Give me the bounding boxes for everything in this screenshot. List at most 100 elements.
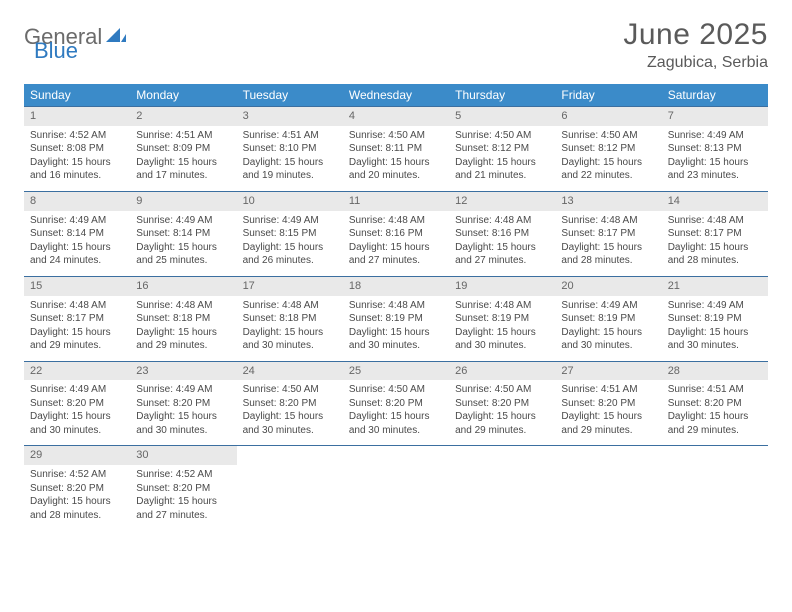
day-body: Sunrise: 4:51 AMSunset: 8:09 PMDaylight:… — [130, 126, 236, 191]
day-number: 18 — [343, 277, 449, 296]
day-body: Sunrise: 4:51 AMSunset: 8:20 PMDaylight:… — [662, 380, 768, 445]
day-body: Sunrise: 4:48 AMSunset: 8:18 PMDaylight:… — [130, 296, 236, 361]
day-number: 7 — [662, 107, 768, 126]
day-body: Sunrise: 4:49 AMSunset: 8:20 PMDaylight:… — [130, 380, 236, 445]
calendar-cell: 17Sunrise: 4:48 AMSunset: 8:18 PMDayligh… — [237, 276, 343, 361]
day-number: 15 — [24, 277, 130, 296]
location: Zagubica, Serbia — [623, 54, 768, 72]
calendar-cell: 26Sunrise: 4:50 AMSunset: 8:20 PMDayligh… — [449, 361, 555, 446]
calendar-cell: 12Sunrise: 4:48 AMSunset: 8:16 PMDayligh… — [449, 191, 555, 276]
calendar-cell: 5Sunrise: 4:50 AMSunset: 8:12 PMDaylight… — [449, 107, 555, 192]
calendar-cell: 7Sunrise: 4:49 AMSunset: 8:13 PMDaylight… — [662, 107, 768, 192]
calendar-cell: 22Sunrise: 4:49 AMSunset: 8:20 PMDayligh… — [24, 361, 130, 446]
day-number: 28 — [662, 362, 768, 381]
logo-sail-icon — [106, 26, 126, 49]
day-number: 2 — [130, 107, 236, 126]
day-body: Sunrise: 4:51 AMSunset: 8:20 PMDaylight:… — [555, 380, 661, 445]
day-body: Sunrise: 4:49 AMSunset: 8:19 PMDaylight:… — [555, 296, 661, 361]
calendar-cell: 24Sunrise: 4:50 AMSunset: 8:20 PMDayligh… — [237, 361, 343, 446]
calendar-cell: .. — [555, 446, 661, 530]
day-number: 10 — [237, 192, 343, 211]
calendar-cell: .. — [449, 446, 555, 530]
calendar-cell: 3Sunrise: 4:51 AMSunset: 8:10 PMDaylight… — [237, 107, 343, 192]
day-number: 25 — [343, 362, 449, 381]
day-number: 14 — [662, 192, 768, 211]
weekday-header: Thursday — [449, 84, 555, 107]
day-body: Sunrise: 4:48 AMSunset: 8:17 PMDaylight:… — [555, 211, 661, 276]
calendar-cell: 2Sunrise: 4:51 AMSunset: 8:09 PMDaylight… — [130, 107, 236, 192]
day-body: Sunrise: 4:50 AMSunset: 8:11 PMDaylight:… — [343, 126, 449, 191]
day-body: Sunrise: 4:48 AMSunset: 8:16 PMDaylight:… — [449, 211, 555, 276]
calendar-cell: 18Sunrise: 4:48 AMSunset: 8:19 PMDayligh… — [343, 276, 449, 361]
weekday-header: Monday — [130, 84, 236, 107]
day-number: 22 — [24, 362, 130, 381]
calendar-row: 29Sunrise: 4:52 AMSunset: 8:20 PMDayligh… — [24, 446, 768, 530]
logo-blue-wrap: Blue — [34, 38, 78, 64]
day-body: Sunrise: 4:49 AMSunset: 8:19 PMDaylight:… — [662, 296, 768, 361]
calendar-cell: 27Sunrise: 4:51 AMSunset: 8:20 PMDayligh… — [555, 361, 661, 446]
day-number: 30 — [130, 446, 236, 465]
day-number: 6 — [555, 107, 661, 126]
day-body: Sunrise: 4:49 AMSunset: 8:15 PMDaylight:… — [237, 211, 343, 276]
day-number: 3 — [237, 107, 343, 126]
weekday-header: Tuesday — [237, 84, 343, 107]
weekday-header: Wednesday — [343, 84, 449, 107]
weekday-header: Sunday — [24, 84, 130, 107]
calendar-cell: 1Sunrise: 4:52 AMSunset: 8:08 PMDaylight… — [24, 107, 130, 192]
day-number: 23 — [130, 362, 236, 381]
calendar-cell: 30Sunrise: 4:52 AMSunset: 8:20 PMDayligh… — [130, 446, 236, 530]
day-number: 16 — [130, 277, 236, 296]
calendar-cell: 16Sunrise: 4:48 AMSunset: 8:18 PMDayligh… — [130, 276, 236, 361]
month-title: June 2025 — [623, 18, 768, 52]
day-number: 11 — [343, 192, 449, 211]
calendar-row: 1Sunrise: 4:52 AMSunset: 8:08 PMDaylight… — [24, 107, 768, 192]
day-number: 19 — [449, 277, 555, 296]
logo-text-blue: Blue — [34, 38, 78, 63]
calendar-cell: 28Sunrise: 4:51 AMSunset: 8:20 PMDayligh… — [662, 361, 768, 446]
day-number: 4 — [343, 107, 449, 126]
calendar-cell: 9Sunrise: 4:49 AMSunset: 8:14 PMDaylight… — [130, 191, 236, 276]
day-body: Sunrise: 4:50 AMSunset: 8:20 PMDaylight:… — [343, 380, 449, 445]
calendar-cell: .. — [237, 446, 343, 530]
calendar-cell: 20Sunrise: 4:49 AMSunset: 8:19 PMDayligh… — [555, 276, 661, 361]
day-number: 5 — [449, 107, 555, 126]
day-number: 8 — [24, 192, 130, 211]
calendar-cell: 11Sunrise: 4:48 AMSunset: 8:16 PMDayligh… — [343, 191, 449, 276]
calendar-cell: 19Sunrise: 4:48 AMSunset: 8:19 PMDayligh… — [449, 276, 555, 361]
day-body: Sunrise: 4:49 AMSunset: 8:14 PMDaylight:… — [24, 211, 130, 276]
day-body: Sunrise: 4:48 AMSunset: 8:19 PMDaylight:… — [343, 296, 449, 361]
day-body: Sunrise: 4:50 AMSunset: 8:12 PMDaylight:… — [449, 126, 555, 191]
day-body: Sunrise: 4:50 AMSunset: 8:20 PMDaylight:… — [237, 380, 343, 445]
day-body: Sunrise: 4:52 AMSunset: 8:08 PMDaylight:… — [24, 126, 130, 191]
day-body: Sunrise: 4:50 AMSunset: 8:20 PMDaylight:… — [449, 380, 555, 445]
day-number: 26 — [449, 362, 555, 381]
calendar-row: 8Sunrise: 4:49 AMSunset: 8:14 PMDaylight… — [24, 191, 768, 276]
weekday-header: Friday — [555, 84, 661, 107]
day-number: 1 — [24, 107, 130, 126]
calendar-cell: 25Sunrise: 4:50 AMSunset: 8:20 PMDayligh… — [343, 361, 449, 446]
header: General June 2025 Zagubica, Serbia — [24, 18, 768, 72]
day-number: 13 — [555, 192, 661, 211]
calendar-cell: 29Sunrise: 4:52 AMSunset: 8:20 PMDayligh… — [24, 446, 130, 530]
title-block: June 2025 Zagubica, Serbia — [623, 18, 768, 72]
day-body: Sunrise: 4:48 AMSunset: 8:17 PMDaylight:… — [662, 211, 768, 276]
calendar-cell: 21Sunrise: 4:49 AMSunset: 8:19 PMDayligh… — [662, 276, 768, 361]
calendar-cell: 15Sunrise: 4:48 AMSunset: 8:17 PMDayligh… — [24, 276, 130, 361]
day-number: 20 — [555, 277, 661, 296]
day-body: Sunrise: 4:48 AMSunset: 8:16 PMDaylight:… — [343, 211, 449, 276]
day-body: Sunrise: 4:48 AMSunset: 8:18 PMDaylight:… — [237, 296, 343, 361]
calendar-table: SundayMondayTuesdayWednesdayThursdayFrid… — [24, 84, 768, 530]
calendar-cell: .. — [343, 446, 449, 530]
calendar-cell: 6Sunrise: 4:50 AMSunset: 8:12 PMDaylight… — [555, 107, 661, 192]
day-body: Sunrise: 4:51 AMSunset: 8:10 PMDaylight:… — [237, 126, 343, 191]
calendar-head: SundayMondayTuesdayWednesdayThursdayFrid… — [24, 84, 768, 107]
calendar-cell: 23Sunrise: 4:49 AMSunset: 8:20 PMDayligh… — [130, 361, 236, 446]
day-body: Sunrise: 4:49 AMSunset: 8:14 PMDaylight:… — [130, 211, 236, 276]
calendar-cell: 4Sunrise: 4:50 AMSunset: 8:11 PMDaylight… — [343, 107, 449, 192]
day-number: 12 — [449, 192, 555, 211]
calendar-body: 1Sunrise: 4:52 AMSunset: 8:08 PMDaylight… — [24, 107, 768, 531]
calendar-cell: .. — [662, 446, 768, 530]
calendar-row: 22Sunrise: 4:49 AMSunset: 8:20 PMDayligh… — [24, 361, 768, 446]
calendar-cell: 10Sunrise: 4:49 AMSunset: 8:15 PMDayligh… — [237, 191, 343, 276]
day-number: 24 — [237, 362, 343, 381]
